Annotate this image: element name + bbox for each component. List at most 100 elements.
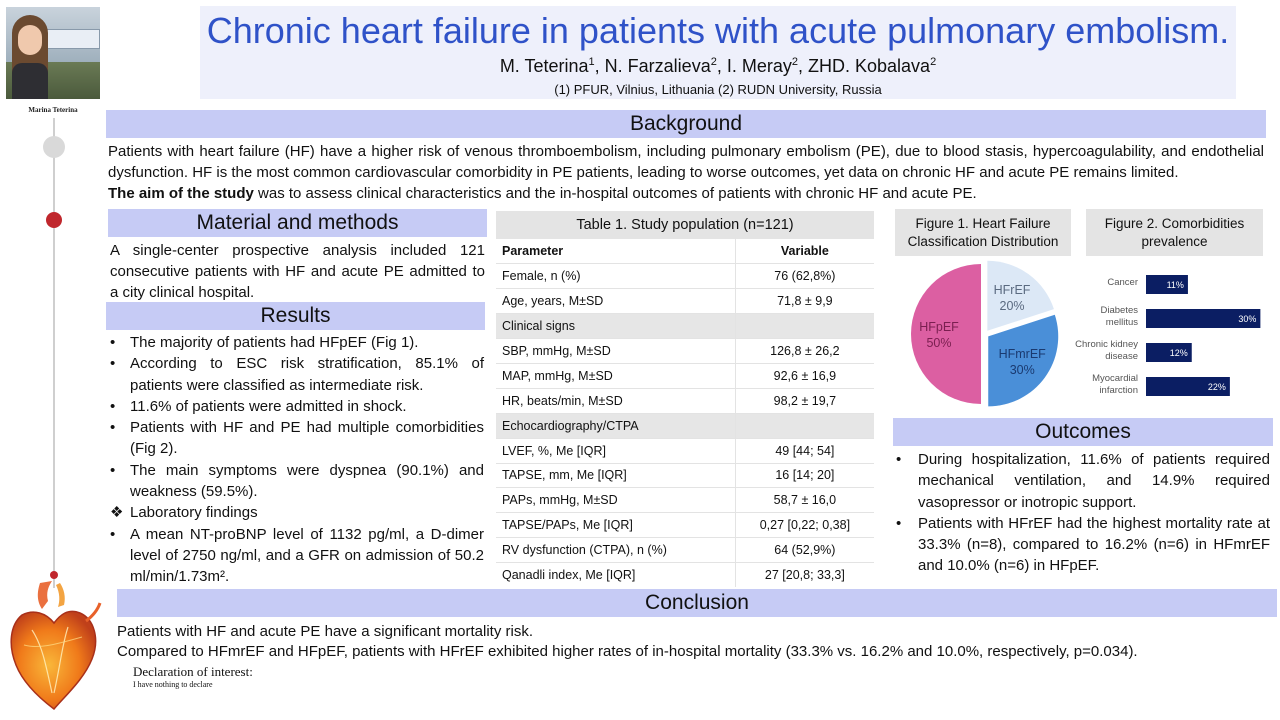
bar-value-label: 12%	[1170, 348, 1188, 358]
conclusion-line-2: Compared to HFmrEF and HFpEF, patients w…	[117, 643, 1138, 660]
table-group-row: Clinical signs	[496, 313, 874, 340]
bar	[1146, 343, 1192, 362]
bullet-icon: •	[896, 451, 902, 468]
bar-value-label: 22%	[1208, 382, 1226, 392]
results-list: • The majority of patients had HFpEF (Fig…	[108, 332, 484, 588]
table-row: TAPSE/PAPs, Me [IQR] 0,27 [0,22; 0,38]	[496, 512, 874, 539]
author-affiliation-number: 2	[930, 56, 937, 68]
table-body: Parameter Variable Female, n (%) 76 (62,8…	[496, 239, 874, 587]
outcomes-item-text: Patients with HFrEF had the highest mort…	[918, 514, 1270, 575]
pie-slice-value: 30%	[1010, 363, 1035, 377]
bar	[1146, 377, 1230, 396]
pie-slice-hfpef	[911, 264, 981, 404]
figure2-title: Figure 2. Comorbidities prevalence	[1086, 209, 1263, 256]
outcomes-item: • Patients with HFrEF had the highest mor…	[893, 513, 1270, 577]
pie-slice-label: HFrEF	[994, 283, 1031, 297]
table-row: Age, years, M±SD 71,8 ± 9,9	[496, 288, 874, 315]
table-cell-variable: 92,6 ± 16,9	[735, 363, 874, 389]
table-cell-parameter: Female, n (%)	[496, 263, 736, 290]
bar-category-label: disease	[1105, 351, 1138, 362]
pie-slice-hfmref	[988, 314, 1059, 407]
results-item: • According to ESC risk stratification, 8…	[108, 353, 484, 396]
table-cell-variable: 58,7 ± 16,0	[735, 487, 874, 514]
study-aim-label: The aim of the study	[108, 185, 254, 202]
table-cell-parameter: PAPs, mmHg, M±SD	[496, 487, 736, 514]
table-cell-parameter: Age, years, M±SD	[496, 288, 736, 315]
bar-category-label: infarction	[1099, 385, 1138, 396]
table-cell-parameter: RV dysfunction (CTPA), n (%)	[496, 537, 736, 564]
table-row: HR, beats/min, M±SD 98,2 ± 19,7	[496, 388, 874, 414]
table-cell-variable: 64 (52,9%)	[735, 537, 874, 564]
author-separator: ,	[594, 56, 605, 76]
affiliations: (1) PFUR, Vilnius, Lithuania (2) RUDN Un…	[554, 82, 882, 97]
table-group-row: Echocardiography/CTPA	[496, 413, 874, 439]
author-name: ZHD. Kobalava	[808, 56, 931, 76]
column-header-variable: Variable	[735, 239, 874, 265]
bullet-icon: •	[110, 355, 116, 373]
table-cell-parameter: HR, beats/min, M±SD	[496, 388, 736, 414]
author-separator: ,	[797, 56, 808, 76]
author-name: N. Farzalieva	[604, 56, 711, 76]
author-affiliation-number: 1	[588, 56, 595, 68]
table-cell-variable: 98,2 ± 19,7	[735, 388, 874, 414]
bullet-icon: •	[110, 525, 116, 543]
table-row: RV dysfunction (CTPA), n (%) 64 (52,9%)	[496, 537, 874, 564]
bar-category-label: Chronic kidney	[1075, 339, 1138, 350]
timeline-dot-red-small	[50, 571, 58, 579]
bullet-icon: •	[110, 334, 116, 351]
results-item-text: The majority of patients had HFpEF (Fig …	[130, 334, 419, 351]
bullet-icon: •	[896, 514, 902, 532]
table-cell-parameter: Qanadli index, Me [IQR]	[496, 562, 736, 587]
results-item-text: 11.6% of patients were admitted in shock…	[130, 397, 407, 415]
table-row: Qanadli index, Me [IQR] 27 [20,8; 33,3]	[496, 562, 874, 587]
author-affiliation-number: 2	[791, 56, 798, 68]
outcomes-item: • During hospitalization, 11.6% of patien…	[893, 449, 1270, 513]
study-aim: The aim of the study was to assess clini…	[108, 183, 1264, 204]
pie-slice-hfref	[987, 260, 1054, 331]
table-cell-parameter: Echocardiography/CTPA	[496, 413, 736, 439]
author-name: I. Meray	[726, 56, 792, 76]
table-cell-parameter: LVEF, %, Me [IQR]	[496, 438, 736, 464]
outcomes-heading: Outcomes	[893, 418, 1273, 446]
bar-value-label: 30%	[1238, 314, 1256, 324]
table-cell-variable: 16 [14; 20]	[735, 463, 874, 489]
table-cell-parameter: Clinical signs	[496, 313, 736, 340]
timeline-line	[53, 118, 55, 588]
background-text: Patients with heart failure (HF) have a …	[108, 143, 1264, 181]
results-item: • The majority of patients had HFpEF (Fig…	[108, 332, 484, 353]
figure1-title: Figure 1. Heart Failure Classification D…	[895, 209, 1071, 256]
table-header-row: Parameter Variable	[496, 239, 874, 265]
table-title: Table 1. Study population (n=121)	[496, 211, 874, 239]
diamond-bullet-icon: ❖	[110, 504, 124, 522]
results-heading: Results	[106, 302, 485, 330]
table-cell-variable	[735, 313, 874, 340]
table-cell-parameter: TAPSE, mm, Me [IQR]	[496, 463, 736, 489]
results-item: • Patients with HF and PE had multiple co…	[108, 417, 484, 460]
heart-illustration	[10, 581, 102, 711]
author-affiliation-number: 2	[710, 56, 717, 68]
methods-heading: Material and methods	[108, 209, 487, 237]
table-cell-variable: 27 [20,8; 33,3]	[735, 562, 874, 587]
results-item-text: The main symptoms were dyspnea (90.1%) a…	[130, 461, 484, 501]
table-row: SBP, mmHg, M±SD 126,8 ± 26,2	[496, 338, 874, 364]
table-row: Female, n (%) 76 (62,8%)	[496, 263, 874, 290]
timeline-dot-red	[46, 212, 62, 228]
table-cell-variable: 49 [44; 54]	[735, 438, 874, 464]
declaration-text: I have nothing to declare	[133, 680, 213, 689]
author-photo	[6, 7, 100, 99]
table-cell-parameter: MAP, mmHg, M±SD	[496, 363, 736, 389]
table-cell-variable	[735, 413, 874, 439]
results-item-text: A mean NT-proBNP level of 1132 pg/ml, a …	[130, 525, 484, 586]
table-cell-variable: 126,8 ± 26,2	[735, 338, 874, 364]
bar-category-label: Myocardial	[1092, 373, 1138, 384]
column-header-parameter: Parameter	[496, 239, 736, 265]
table-row: TAPSE, mm, Me [IQR] 16 [14; 20]	[496, 463, 874, 489]
bar-category-label: Cancer	[1107, 277, 1138, 288]
results-item: • 11.6% of patients were admitted in shoc…	[108, 396, 484, 417]
hf-classification-pie-chart: HFrEF 20% HFmrEF 30% HFpEF 50%	[911, 260, 1059, 407]
results-item: • A mean NT-proBNP level of 1132 pg/ml, a…	[108, 524, 484, 588]
bar-category-label: Diabetes	[1101, 305, 1139, 316]
pie-slice-value: 20%	[1000, 299, 1025, 313]
author-separator: ,	[716, 56, 727, 76]
